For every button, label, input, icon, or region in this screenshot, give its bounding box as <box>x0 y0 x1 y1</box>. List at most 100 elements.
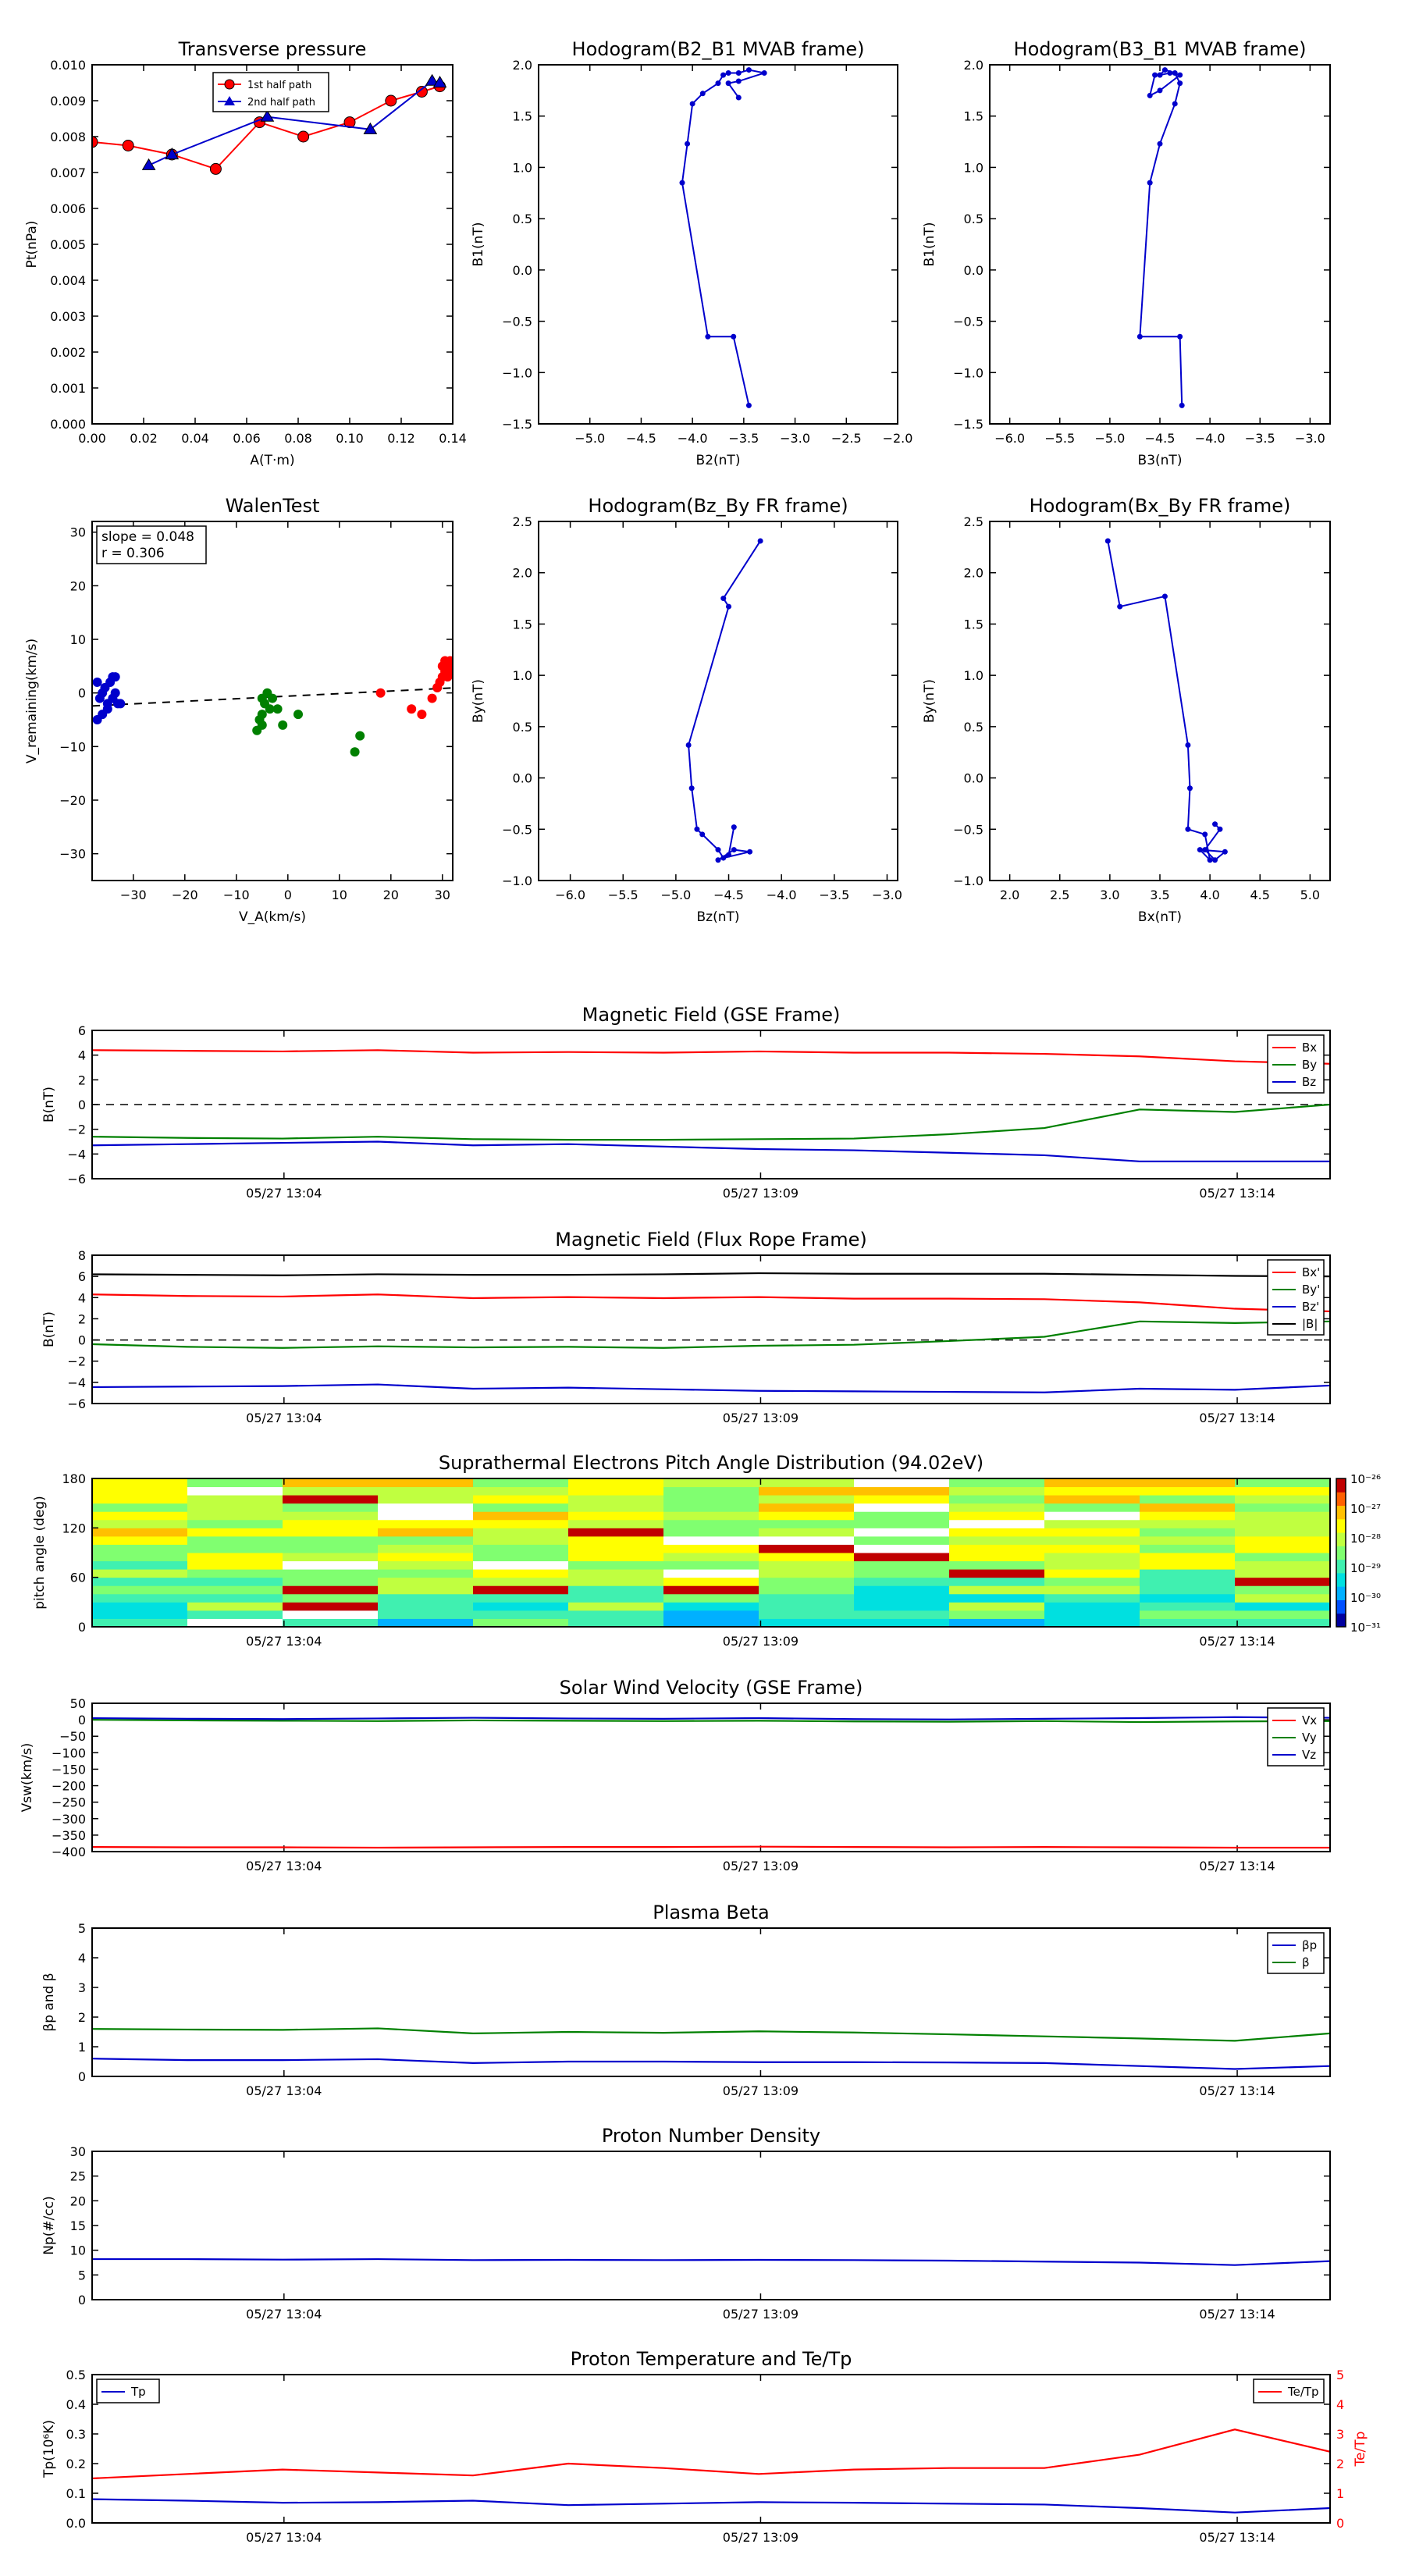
data-point <box>415 86 428 98</box>
plot-area <box>92 1716 1330 1849</box>
y-tick-label: 0 <box>78 686 86 701</box>
heatmap-cell <box>1140 1544 1236 1553</box>
y-tick-label: 0 <box>78 1333 86 1348</box>
panel-vsw-frame <box>91 1703 1331 1852</box>
data-point <box>1152 72 1158 78</box>
y-tick-label: 20 <box>70 2194 86 2208</box>
right-y-tick-label: 0 <box>1336 2516 1344 2531</box>
data-point <box>417 710 427 720</box>
data-point <box>1157 87 1163 94</box>
y-tick-label: 0 <box>78 1713 86 1727</box>
heatmap-cell <box>1140 1602 1236 1611</box>
colorbar-segment <box>1336 1505 1346 1520</box>
heatmap-cell <box>1044 1478 1140 1488</box>
y-tick-label: 2 <box>78 1311 86 1326</box>
heatmap-cell <box>92 1544 188 1553</box>
legend-label: By' <box>1302 1283 1320 1297</box>
heatmap-cell <box>759 1528 855 1537</box>
series-line-By <box>92 1103 1330 1141</box>
heatmap-cell <box>663 1495 759 1504</box>
data-point <box>726 603 732 610</box>
y-tick-label: −0.5 <box>953 315 984 329</box>
time-tick-label: 05/27 13:14 <box>1199 1186 1275 1201</box>
heatmap-cell <box>568 1535 664 1545</box>
x-axis-label: A(T·m) <box>250 453 294 468</box>
y-tick-label: 4 <box>78 1290 86 1305</box>
series-3 <box>375 656 453 720</box>
time-tick-label: 05/27 13:04 <box>246 1859 322 1873</box>
heatmap-cell <box>568 1569 664 1578</box>
heatmap-cell <box>92 1553 188 1562</box>
data-point <box>293 710 303 720</box>
legend: Vx Vy Vz <box>1267 1707 1325 1767</box>
y-tick-label: 1.0 <box>964 160 984 175</box>
heatmap-cell <box>473 1495 569 1504</box>
time-tick-label: 05/27 13:14 <box>1199 1634 1275 1649</box>
panel-walen-frame <box>91 521 454 881</box>
panel-pt-frame <box>91 64 454 425</box>
panel-title: Magnetic Field (Flux Rope Frame) <box>555 1229 866 1251</box>
data-point <box>1136 333 1143 340</box>
y-axis-label: βp and β <box>41 1973 57 2031</box>
y-tick-label: 5 <box>78 1921 86 1936</box>
heatmap-cell <box>283 1478 379 1488</box>
x-axis-label: B3(nT) <box>1138 453 1183 468</box>
heatmap-cell <box>949 1593 1045 1603</box>
data-point <box>735 94 742 101</box>
y-tick-label: 0.5 <box>964 720 984 735</box>
heatmap-cell <box>1044 1593 1140 1603</box>
heatmap-cell <box>187 1618 283 1628</box>
data-point <box>715 857 721 863</box>
panel-bfr-frame <box>91 1254 1331 1404</box>
data-point <box>432 682 443 692</box>
legend: βp β <box>1267 1932 1325 1974</box>
heatmap-cell <box>92 1569 188 1578</box>
y-tick-label: 0.001 <box>50 381 86 396</box>
right-y-tick-label: 2 <box>1336 2457 1344 2471</box>
time-tick-label: 05/27 13:09 <box>723 2307 799 2322</box>
legend-label: Bx <box>1302 1041 1317 1055</box>
colorbar-segment <box>1336 1492 1346 1507</box>
heatmap-cell <box>92 1593 188 1603</box>
x-tick-label: −4.0 <box>767 888 797 902</box>
heatmap-cell <box>92 1478 188 1488</box>
y-tick-label: 120 <box>62 1521 86 1535</box>
series-line-Bz <box>92 1140 1330 1162</box>
panel-bfr: Magnetic Field (Flux Rope Frame) −6 −4 −2 0 2… <box>41 1229 1330 1425</box>
data-point <box>1186 785 1193 792</box>
heatmap-cell <box>283 1519 379 1528</box>
legend-label: |B| <box>1302 1317 1318 1331</box>
y-tick-label: 6 <box>78 1023 86 1038</box>
data-point <box>1172 70 1178 76</box>
x-axis-label: V_A(km/s) <box>239 909 306 925</box>
data-point <box>432 76 447 88</box>
heatmap-cell <box>854 1528 950 1537</box>
y-tick-label: 2.0 <box>964 58 984 73</box>
heatmap-cell <box>854 1618 950 1628</box>
y-tick-label: 0.0 <box>513 771 532 786</box>
heatmap-cell <box>949 1602 1045 1611</box>
data-point <box>1179 402 1185 408</box>
x-tick-label: −5.0 <box>574 431 605 446</box>
heatmap-cell <box>663 1544 759 1553</box>
heatmap-cell <box>759 1486 855 1496</box>
heatmap-cell <box>283 1528 379 1537</box>
y-tick-label: −1.0 <box>953 365 984 380</box>
legend: 1st half path 2nd half path <box>212 72 329 112</box>
heatmap-cell <box>663 1519 759 1528</box>
y-tick-label: 1.5 <box>964 109 984 124</box>
heatmap-cell <box>759 1577 855 1586</box>
series-2 <box>252 688 365 757</box>
heatmap-cell <box>473 1585 569 1595</box>
data-point <box>757 538 763 544</box>
data-point <box>343 116 356 129</box>
y-tick-label: 0.003 <box>50 309 86 324</box>
data-point <box>1212 821 1218 827</box>
plot-area <box>92 73 447 175</box>
legend: Bx' By' Bz' |B| <box>1267 1259 1325 1336</box>
data-point <box>92 677 102 687</box>
legend-label: Tp <box>130 2385 146 2399</box>
heatmap-cell <box>663 1511 759 1521</box>
heatmap-cell <box>283 1593 379 1603</box>
y-axis-label: B(nT) <box>41 1087 57 1123</box>
